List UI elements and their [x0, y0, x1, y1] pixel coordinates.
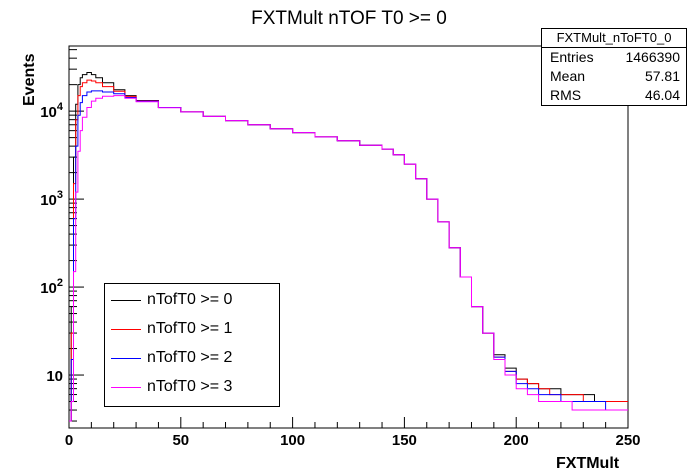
- y-tick-label: 104: [40, 101, 64, 121]
- legend-label: nTofT0 >= 1: [147, 320, 233, 337]
- x-tick-label: 250: [615, 432, 640, 449]
- stats-label: RMS: [550, 87, 582, 103]
- legend-entry: nTofT0 >= 1: [105, 319, 281, 341]
- x-tick-label: 150: [392, 432, 417, 449]
- stats-row-rms: RMS 46.04: [542, 86, 686, 105]
- stats-label: Mean: [550, 68, 586, 84]
- x-tick-label: 200: [504, 432, 529, 449]
- stats-box: FXTMult_nToFT0_0 Entries 1466390 Mean 57…: [541, 28, 687, 106]
- legend-swatch: [111, 387, 141, 388]
- legend-label: nTofT0 >= 0: [147, 291, 233, 308]
- legend-entry: nTofT0 >= 3: [105, 377, 281, 399]
- y-tick-label: 103: [40, 189, 63, 209]
- stats-box-name: FXTMult_nToFT0_0: [542, 29, 686, 48]
- chart-title: FXTMult nTOF T0 >= 0: [251, 8, 447, 29]
- legend-label: nTofT0 >= 3: [147, 378, 233, 395]
- stats-value: 57.81: [644, 68, 680, 84]
- legend-swatch: [111, 329, 141, 330]
- series-lines: [69, 72, 628, 422]
- legend: nTofT0 >= 0 nTofT0 >= 1 nTofT0 >= 2 nTof…: [104, 283, 280, 407]
- stats-label: Entries: [550, 49, 594, 65]
- stats-row-mean: Mean 57.81: [542, 67, 686, 86]
- stats-value: 1466390: [625, 49, 680, 65]
- y-axis-title: Events: [21, 53, 38, 106]
- legend-swatch: [111, 358, 141, 359]
- axes: 0 50 100 150 200 250 10 102 103 104: [40, 45, 641, 449]
- x-tick-label: 0: [65, 432, 73, 449]
- stats-row-entries: Entries 1466390: [542, 48, 686, 67]
- legend-swatch: [111, 300, 141, 301]
- plot-frame: [68, 45, 629, 429]
- y-axis-title-text: Events: [21, 53, 38, 106]
- y-tick-label: 102: [40, 277, 63, 297]
- x-tick-label: 100: [280, 432, 305, 449]
- legend-label: nTofT0 >= 2: [147, 349, 233, 366]
- series-line: [69, 95, 628, 422]
- x-axis-title: FXTMult: [556, 455, 620, 472]
- y-tick-label: 10: [46, 368, 63, 385]
- legend-entry: nTofT0 >= 2: [105, 348, 281, 370]
- x-tick-label: 50: [172, 432, 189, 449]
- legend-entry: nTofT0 >= 0: [105, 290, 281, 312]
- stats-value: 46.04: [644, 87, 680, 103]
